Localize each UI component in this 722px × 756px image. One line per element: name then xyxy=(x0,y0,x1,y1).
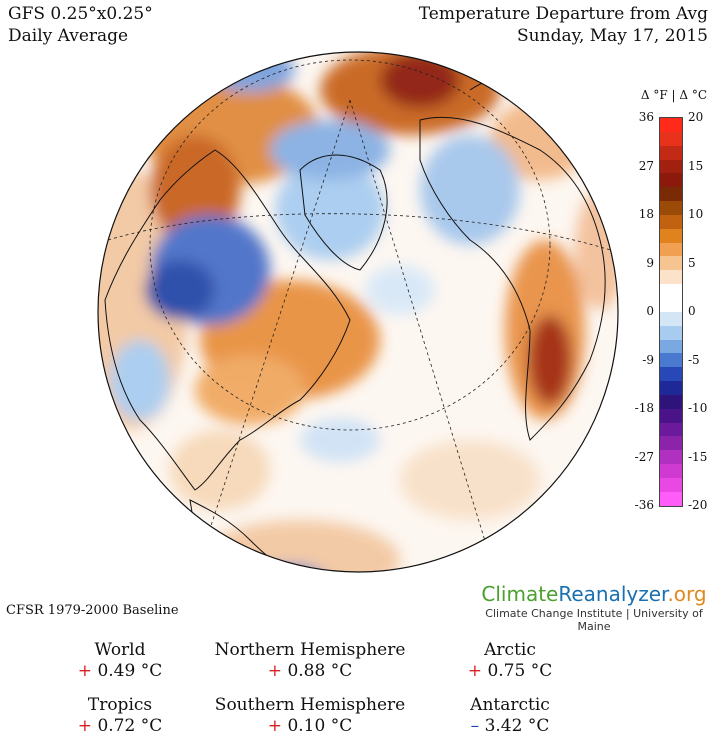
color-scale-swatch xyxy=(660,422,682,437)
globe-outline xyxy=(97,51,619,573)
legend-tick-f: -18 xyxy=(634,401,654,415)
legend-tick-c: 20 xyxy=(688,110,704,124)
stat-label: Northern Hemisphere xyxy=(214,640,406,660)
legend-tick-f: -27 xyxy=(634,449,654,464)
stat-sign: + xyxy=(267,716,283,736)
legend-units: Δ °F | Δ °C xyxy=(640,88,708,102)
color-scale-swatch xyxy=(660,242,682,257)
stat-northern-hemisphere: Northern Hemisphere + 0.88 °C xyxy=(200,640,420,682)
legend-tick-c: -15 xyxy=(688,449,708,464)
stat-sign: + xyxy=(467,661,483,681)
map-title: Temperature Departure from Avg xyxy=(418,4,708,24)
period-label: Daily Average xyxy=(8,26,129,46)
stat-southern-hemisphere: Southern Hemisphere + 0.10 °C xyxy=(200,695,420,737)
legend-tick-c: -20 xyxy=(688,498,708,512)
legend-tick-f: 9 xyxy=(646,255,654,270)
stat-number: 0.88 °C xyxy=(287,661,353,681)
stat-value: + 0.72 °C xyxy=(10,716,230,737)
model-label: GFS 0.25°x0.25° xyxy=(8,4,153,24)
color-scale-swatch xyxy=(660,187,682,202)
color-scale-bar xyxy=(659,117,683,507)
stat-value: – 3.42 °C xyxy=(400,716,620,737)
color-scale-swatch xyxy=(660,491,682,506)
stat-value: + 0.88 °C xyxy=(200,661,420,682)
stat-arctic: Arctic + 0.75 °C xyxy=(400,640,620,682)
color-scale-swatch xyxy=(660,311,682,326)
map-title-block: Temperature Departure from Avg Sunday, M… xyxy=(419,3,708,47)
legend-tick-f: 36 xyxy=(638,110,654,124)
stat-label: Southern Hemisphere xyxy=(214,695,406,715)
stat-label: Tropics xyxy=(87,695,153,715)
stat-sign: + xyxy=(77,661,93,681)
legend-tick-c: 15 xyxy=(688,158,704,173)
color-scale-swatch xyxy=(660,214,682,229)
stat-world: World + 0.49 °C xyxy=(10,640,230,682)
legend-tick-c: -5 xyxy=(688,352,700,367)
legend-tick-c: -10 xyxy=(688,401,708,415)
color-scale-swatch xyxy=(660,131,682,146)
color-scale-swatch xyxy=(660,477,682,492)
color-scale-swatch xyxy=(660,173,682,188)
color-scale-swatch xyxy=(660,408,682,423)
legend-tick-f: 18 xyxy=(638,207,654,221)
map-date: Sunday, May 17, 2015 xyxy=(517,26,708,46)
baseline-label: CFSR 1979-2000 Baseline xyxy=(6,603,179,618)
brand-block: ClimateReanalyzer.org Climate Change Ins… xyxy=(474,582,714,633)
color-scale-swatch xyxy=(660,297,682,312)
stat-value: + 0.10 °C xyxy=(200,716,420,737)
legend-tick-c: 0 xyxy=(688,304,696,318)
stat-sign: + xyxy=(77,716,93,736)
color-scale-swatch xyxy=(660,159,682,174)
color-scale-swatch xyxy=(660,256,682,271)
color-scale-swatch xyxy=(660,450,682,465)
stat-sign: + xyxy=(267,661,283,681)
legend-tick-f: 27 xyxy=(638,158,654,173)
stat-label: World xyxy=(94,640,146,660)
color-scale-swatch xyxy=(660,201,682,215)
color-scale-swatch xyxy=(660,367,682,382)
stat-label: Arctic xyxy=(484,640,536,660)
stat-sign: – xyxy=(470,716,480,736)
stat-value: + 0.75 °C xyxy=(400,661,620,682)
color-scale-swatch xyxy=(660,353,682,368)
color-scale-swatch xyxy=(660,339,682,354)
anomaly-field xyxy=(98,52,618,572)
stat-number: 0.49 °C xyxy=(97,661,163,681)
coastlines xyxy=(104,74,606,572)
legend-tick-f: -9 xyxy=(642,352,654,367)
legend-tick-f: 0 xyxy=(646,304,654,318)
stat-label: Antarctic xyxy=(470,695,550,715)
brand-subtitle: Climate Change Institute | University of… xyxy=(485,607,703,633)
color-scale-swatch xyxy=(660,118,682,132)
graticule xyxy=(98,59,618,572)
color-scale-swatch xyxy=(660,436,682,451)
stat-value: + 0.49 °C xyxy=(10,661,230,682)
legend-tick-f: -36 xyxy=(634,498,654,512)
stat-number: 3.42 °C xyxy=(484,716,550,736)
brand-logo: ClimateReanalyzer.org xyxy=(481,582,707,606)
legend-tick-c: 10 xyxy=(688,207,704,221)
color-scale-swatch xyxy=(660,270,682,285)
color-scale-swatch xyxy=(660,145,682,160)
color-scale-swatch xyxy=(660,284,682,298)
color-scale-swatch xyxy=(660,381,682,395)
color-scale-swatch xyxy=(660,228,682,243)
color-scale-swatch xyxy=(660,394,682,409)
color-scale-swatch xyxy=(660,325,682,340)
stat-number: 0.72 °C xyxy=(97,716,163,736)
color-scale-legend: Δ °F | Δ °C 36 27 18 9 0 -9 -18 -27 -36 20 15 10 5 0… xyxy=(626,86,722,516)
color-scale-swatch xyxy=(660,464,682,478)
map-info: GFS 0.25°x0.25° Daily Average xyxy=(8,3,153,47)
stat-number: 0.10 °C xyxy=(287,716,353,736)
stat-antarctic: Antarctic – 3.42 °C xyxy=(400,695,620,737)
stat-number: 0.75 °C xyxy=(487,661,553,681)
globe-map xyxy=(97,51,619,573)
stat-tropics: Tropics + 0.72 °C xyxy=(10,695,230,737)
legend-tick-c: 5 xyxy=(688,255,696,270)
